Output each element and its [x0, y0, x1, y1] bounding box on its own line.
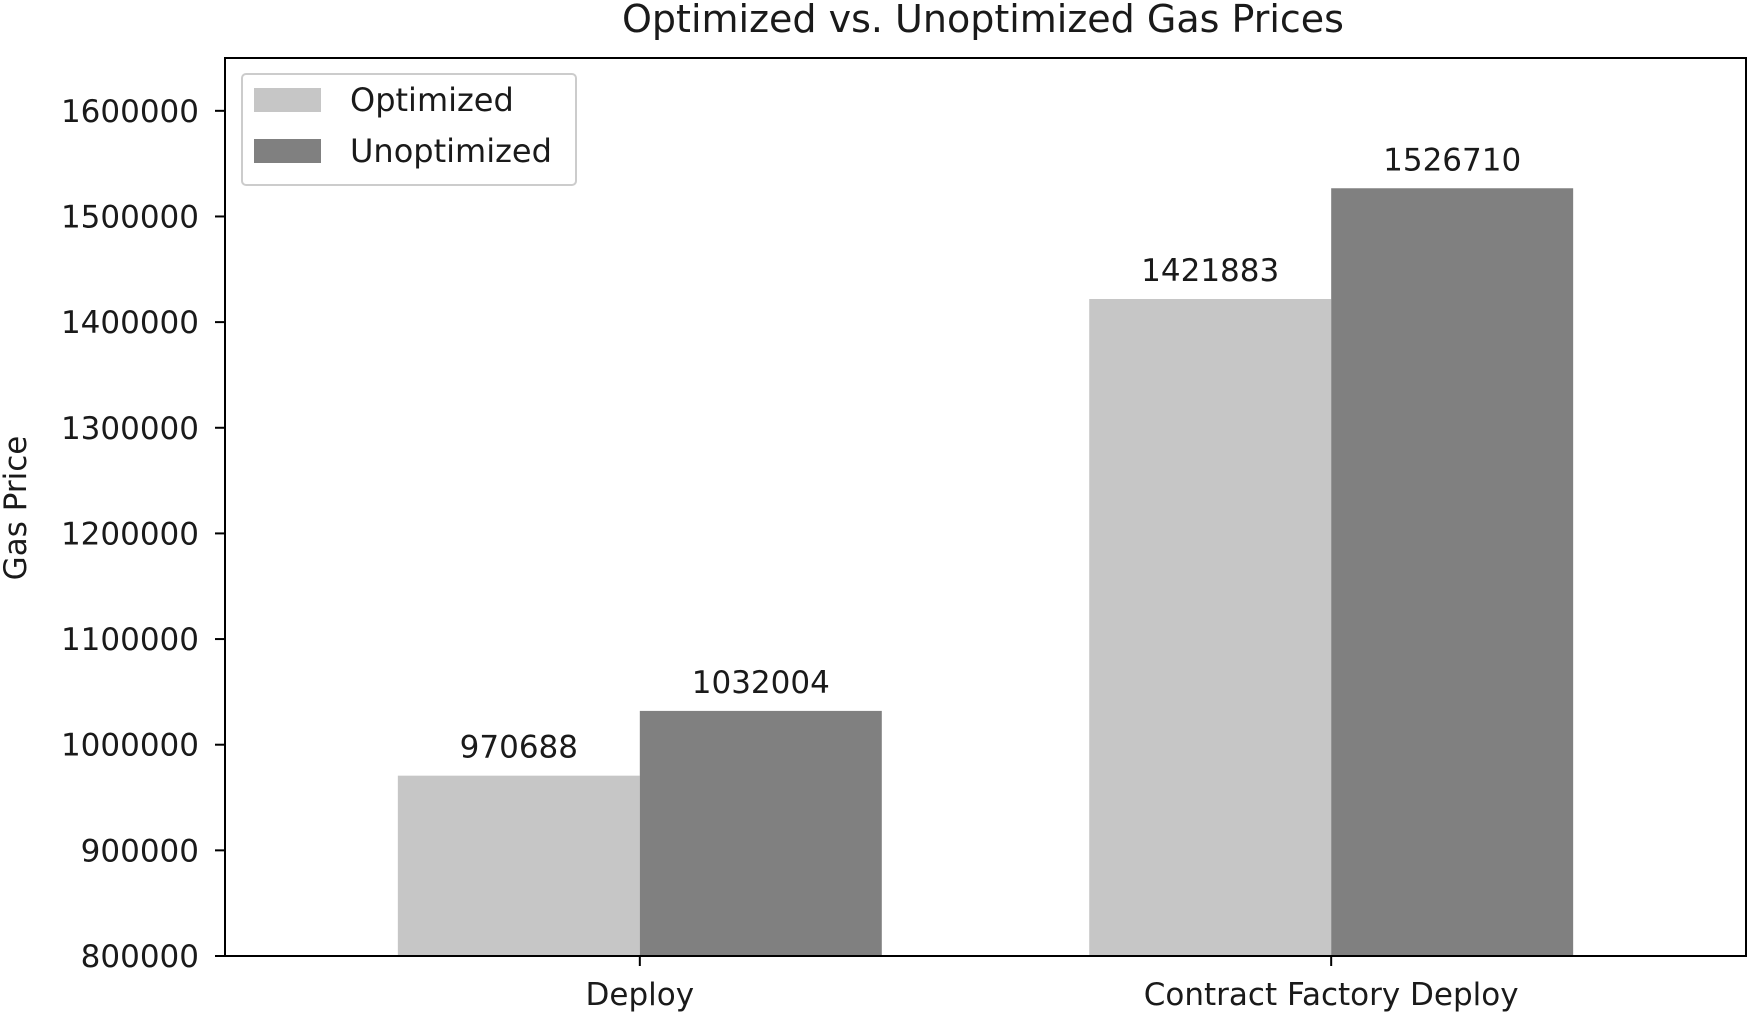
y-tick-label: 1200000 [61, 516, 199, 552]
legend-label-unoptimized: Unoptimized [350, 132, 552, 170]
y-tick-label: 900000 [81, 833, 199, 869]
legend-swatch-optimized [254, 88, 321, 112]
y-tick-label: 1500000 [61, 199, 199, 235]
x-tick-label: Contract Factory Deploy [1144, 977, 1519, 1013]
x-tick-label: Deploy [586, 977, 695, 1013]
bar-unoptimized-contract-factory-deploy [1331, 188, 1574, 956]
bar-value-label: 1526710 [1383, 142, 1521, 178]
y-tick-label: 1400000 [61, 305, 199, 341]
plot-frame [224, 57, 1747, 957]
plot-area: 970688 1421883 1032004 1526710 800000 900000 1… [61, 94, 1574, 1013]
y-tick-label: 1000000 [61, 728, 199, 764]
y-axis-label: Gas Price [0, 436, 34, 581]
bar-optimized-deploy [397, 775, 640, 956]
chart-title: Optimized vs. Unoptimized Gas Prices [622, 0, 1344, 41]
y-tick-label: 1600000 [61, 94, 199, 130]
bar-unoptimized-deploy [639, 710, 882, 956]
legend: Optimized Unoptimized [241, 73, 577, 186]
legend-swatch-unoptimized [254, 139, 321, 163]
y-tick-label: 1300000 [61, 411, 199, 447]
bar-value-label: 970688 [460, 730, 578, 766]
legend-label-optimized: Optimized [350, 81, 514, 119]
bar-optimized-contract-factory-deploy [1089, 298, 1332, 956]
bar-value-label: 1032004 [692, 665, 830, 701]
y-tick-label: 800000 [81, 939, 199, 975]
legend-box [241, 73, 577, 186]
bar-value-label: 1421883 [1141, 253, 1279, 289]
y-tick-label: 1100000 [61, 622, 199, 658]
